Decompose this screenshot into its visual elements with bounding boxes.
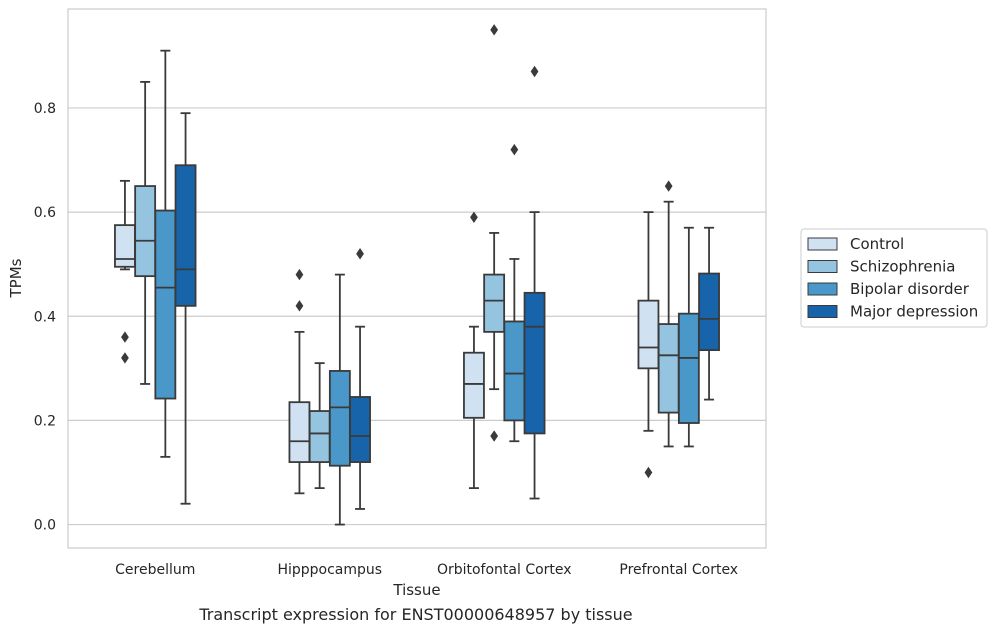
outlier-marker — [510, 143, 519, 156]
box-iqr — [698, 272, 720, 352]
box-3-0 — [637, 211, 660, 479]
x-tick-label: Orbitofontal Cortex — [437, 562, 572, 578]
box-iqr — [677, 312, 700, 424]
outlier-marker — [121, 352, 129, 364]
outlier-marker — [295, 268, 304, 281]
outlier-marker — [490, 24, 499, 36]
box-1-1 — [308, 362, 331, 490]
box-iqr — [657, 323, 680, 414]
box-iqr — [483, 273, 506, 333]
box-iqr — [523, 291, 546, 435]
x-tick-label: Hipppocampus — [277, 562, 382, 578]
legend-label: Major depression — [850, 303, 978, 321]
legend-label: Bipolar disorder — [850, 280, 970, 298]
legend-label: Control — [850, 235, 904, 253]
y-tick-label: 0.2 — [34, 413, 56, 429]
legend-swatch — [807, 237, 838, 251]
outlier-marker — [490, 430, 499, 442]
box-iqr — [308, 410, 331, 463]
box-iqr — [637, 299, 660, 370]
outlier-marker — [295, 300, 304, 312]
legend-swatch — [807, 305, 838, 318]
box-1-2 — [328, 273, 351, 526]
box-3-3 — [698, 226, 720, 401]
legend: Control Schizophrenia Bipolar disorder Majo… — [800, 228, 988, 328]
box-iqr — [134, 185, 157, 278]
outlier-marker — [470, 211, 478, 224]
x-tick-label: Prefrontal Cortex — [619, 562, 738, 578]
outlier-marker — [664, 180, 673, 192]
box-iqr — [154, 209, 177, 400]
box-1-0 — [288, 268, 311, 495]
box-iqr — [328, 370, 351, 467]
y-tick-label: 0.0 — [34, 518, 56, 534]
x-tick-label: Cerebellum — [115, 562, 195, 578]
y-tick-label: 0.8 — [34, 101, 56, 117]
outlier-marker — [644, 466, 653, 479]
plot-area-frame — [67, 8, 767, 549]
y-tick-label: 0.4 — [34, 309, 56, 325]
box-iqr — [288, 401, 311, 463]
outlier-marker — [530, 65, 539, 78]
chart-caption: Transcript expression for ENST0000064895… — [199, 605, 633, 624]
y-axis-label: TPMs — [7, 258, 25, 298]
y-tick-label: 0.6 — [34, 205, 56, 221]
legend-swatch — [807, 260, 838, 273]
box-iqr — [174, 164, 197, 307]
box-2-0 — [463, 211, 485, 490]
x-axis-label: Tissue — [392, 581, 440, 599]
legend-frame — [800, 228, 988, 328]
box-2-1 — [483, 24, 506, 442]
legend-swatch — [807, 282, 838, 296]
box-0-3 — [174, 112, 197, 505]
box-2-3 — [523, 65, 546, 500]
outlier-marker — [121, 331, 129, 343]
box-2-2 — [503, 143, 526, 443]
box-iqr — [503, 320, 526, 422]
box-0-1 — [134, 81, 157, 385]
box-3-1 — [657, 180, 680, 448]
x-axis-ticks: Cerebellum Hipppocampus Orbitofontal Corte… — [115, 562, 738, 578]
y-axis-ticks: 0.0 0.2 0.4 0.6 0.8 — [34, 101, 56, 534]
boxes — [114, 24, 720, 526]
outlier-marker — [356, 248, 364, 260]
box-iqr — [114, 224, 136, 268]
box-iqr — [349, 396, 371, 463]
box-iqr — [463, 351, 485, 419]
box-3-2 — [677, 226, 700, 448]
box-0-0 — [114, 179, 136, 364]
box-1-3 — [349, 248, 371, 510]
legend-label: Schizophrenia — [850, 258, 955, 276]
box-0-2 — [154, 49, 177, 458]
